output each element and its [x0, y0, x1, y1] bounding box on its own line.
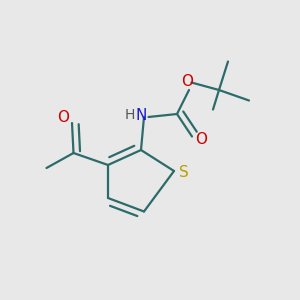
Text: O: O	[195, 132, 207, 147]
Text: O: O	[182, 74, 194, 88]
Text: O: O	[57, 110, 69, 125]
Text: N: N	[135, 108, 147, 123]
Text: S: S	[179, 165, 188, 180]
Text: H: H	[124, 108, 135, 122]
